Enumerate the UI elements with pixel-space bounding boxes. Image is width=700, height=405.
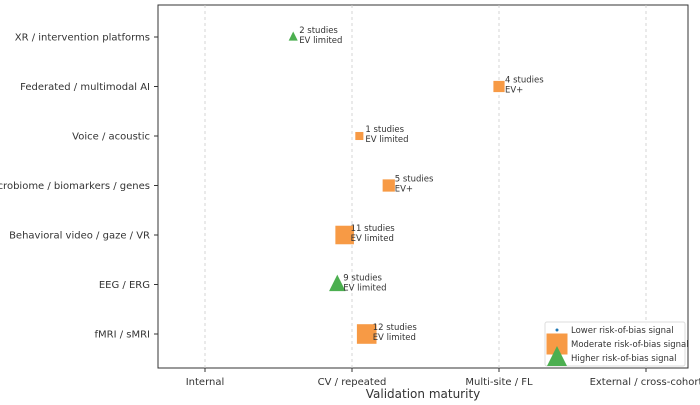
x-tick-label-external-cross-cohort: External / cross-cohort — [590, 377, 700, 388]
legend-label-moderate: Moderate risk-of-bias signal — [571, 340, 689, 350]
marker-federated-multimodal-ai — [493, 80, 505, 93]
annotation-studies-xr-intervention-platforms: 2 studies — [299, 26, 338, 36]
y-tick-label-microbiome-biomarkers-genes: Microbiome / biomarkers / genes — [0, 181, 150, 192]
annotation-ev-xr-intervention-platforms: EV limited — [299, 36, 342, 46]
marker-eeg-erg — [329, 274, 346, 292]
annotation-ev-microbiome-biomarkers-genes: EV+ — [395, 185, 413, 195]
annotation-studies-federated-multimodal-ai: 4 studies — [505, 76, 544, 86]
legend-marker-moderate — [546, 333, 568, 355]
legend-marker-high — [547, 346, 567, 366]
annotation-studies-eeg-erg: 9 studies — [343, 274, 382, 284]
annotation-studies-voice-acoustic: 1 studies — [365, 125, 404, 135]
annotation-ev-voice-acoustic: EV limited — [365, 135, 408, 145]
annotation-studies-microbiome-biomarkers-genes: 5 studies — [395, 175, 434, 185]
annotation-ev-behavioral-video-gaze-vr: EV limited — [351, 234, 394, 244]
x-axis-title: Validation maturity — [366, 387, 481, 401]
annotation-ev-fmri-smri: EV limited — [373, 333, 416, 343]
marker-behavioral-video-gaze-vr — [335, 225, 354, 245]
y-tick-label-federated-multimodal-ai: Federated / multimodal AI — [20, 82, 150, 93]
y-axis-labels: XR / intervention platforms Federated / m… — [0, 33, 158, 341]
x-grid — [204, 5, 647, 372]
plot-area — [157, 4, 689, 369]
marker-fmri-smri — [356, 324, 377, 344]
x-axis-labels: Internal CV / repeated Multi-site / FL Exte… — [186, 377, 700, 388]
y-tick-label-eeg-erg: EEG / ERG — [99, 280, 150, 291]
annotation-ev-federated-multimodal-ai: EV+ — [505, 86, 523, 96]
marker-xr-intervention-platforms — [288, 31, 298, 41]
annotation-studies-fmri-smri: 12 studies — [373, 323, 418, 333]
marker-voice-acoustic — [355, 131, 364, 141]
marker-microbiome-biomarkers-genes — [382, 179, 395, 192]
legend-box — [544, 321, 686, 367]
x-tick-label-cv-repeated: CV / repeated — [318, 377, 387, 388]
y-tick-label-behavioral-video-gaze-vr: Behavioral video / gaze / VR — [9, 231, 150, 242]
legend-marker-low — [555, 328, 559, 332]
data-markers — [288, 31, 505, 344]
y-tick-label-voice-acoustic: Voice / acoustic — [72, 132, 150, 143]
x-tick-label-multi-site-fl: Multi-site / FL — [465, 377, 533, 388]
y-tick-label-fmri-smri: fMRI / sMRI — [94, 330, 150, 341]
legend-label-low: Lower risk-of-bias signal — [571, 326, 674, 336]
legend: Lower risk-of-bias signal Moderate risk-o… — [544, 321, 689, 367]
y-tick-label-xr-intervention-platforms: XR / intervention platforms — [15, 33, 150, 44]
x-tick-label-internal: Internal — [186, 377, 225, 388]
legend-label-high: Higher risk-of-bias signal — [571, 354, 676, 364]
annotation-studies-behavioral-video-gaze-vr: 11 studies — [351, 224, 396, 234]
annotation-ev-eeg-erg: EV limited — [343, 284, 386, 294]
